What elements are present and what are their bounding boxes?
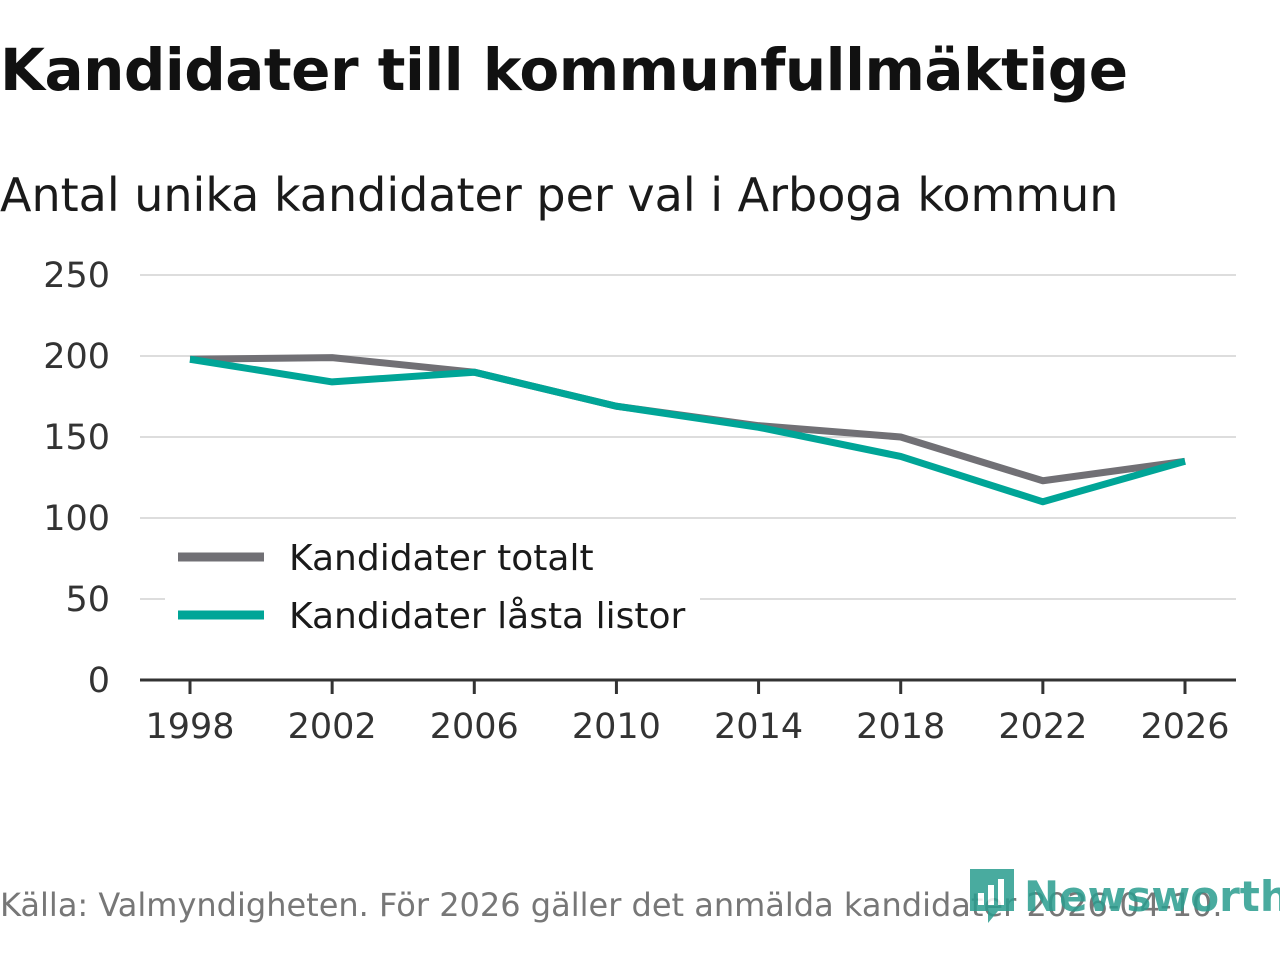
x-tick-label-2014: 2014 bbox=[714, 707, 803, 747]
legend-label-lasta-listor: Kandidater låsta listor bbox=[289, 596, 685, 637]
y-axis-ticks: 0 50 100 150 200 250 bbox=[43, 256, 110, 701]
legend-background bbox=[165, 530, 700, 645]
y-tick-label-150: 150 bbox=[43, 418, 110, 458]
x-tick-label-1998: 1998 bbox=[145, 707, 234, 747]
legend-label-totalt: Kandidater totalt bbox=[289, 538, 594, 579]
newsworthy-logo-icon bbox=[970, 869, 1014, 923]
y-tick-label-0: 0 bbox=[88, 661, 110, 701]
legend: Kandidater totalt Kandidater låsta listo… bbox=[165, 530, 700, 645]
newsworthy-logo: Newsworthy bbox=[966, 864, 1280, 928]
x-tick-label-2010: 2010 bbox=[572, 707, 661, 747]
y-tick-label-100: 100 bbox=[43, 499, 110, 539]
x-tick-label-2026: 2026 bbox=[1140, 707, 1229, 747]
newsworthy-logo-text: Newsworthy bbox=[1024, 871, 1280, 921]
y-tick-label-200: 200 bbox=[43, 337, 110, 377]
chart-title: Kandidater till kommunfullmäktige bbox=[0, 36, 1128, 104]
x-tick-label-2002: 2002 bbox=[288, 707, 377, 747]
x-tick-label-2022: 2022 bbox=[998, 707, 1087, 747]
x-tick-label-2018: 2018 bbox=[856, 707, 945, 747]
x-axis-ticks: 1998 2002 2006 2010 2014 2018 2022 2026 bbox=[145, 707, 1229, 747]
y-tick-label-50: 50 bbox=[65, 580, 110, 620]
series-line-kandidater-lasta-listor bbox=[189, 355, 1186, 506]
y-tick-label-250: 250 bbox=[43, 256, 110, 296]
chart-subtitle: Antal unika kandidater per val i Arboga … bbox=[0, 168, 1119, 222]
series-lines bbox=[189, 354, 1186, 506]
x-axis bbox=[140, 678, 1236, 694]
source-note: Källa: Valmyndigheten. För 2026 gäller d… bbox=[0, 886, 1223, 924]
x-tick-label-2006: 2006 bbox=[430, 707, 519, 747]
